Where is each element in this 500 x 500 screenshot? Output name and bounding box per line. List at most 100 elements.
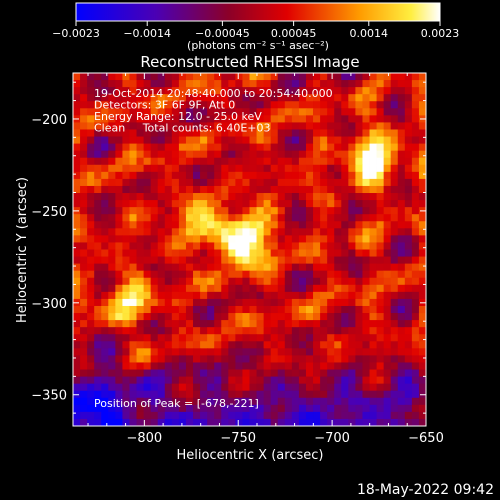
heatmap-cell (242, 249, 250, 257)
heatmap-cell (305, 277, 314, 286)
heatmap-cell (411, 200, 420, 208)
heatmap-cell (284, 214, 293, 222)
heatmap-cell (157, 334, 166, 342)
heatmap-cell (256, 376, 265, 385)
heatmap-cell (87, 305, 95, 314)
heatmap-cell (157, 383, 166, 392)
heatmap-cell (355, 242, 363, 250)
heatmap-cell (80, 298, 88, 307)
heatmap-cell (171, 320, 180, 328)
heatmap-cell (390, 73, 399, 81)
heatmap-cell (87, 164, 95, 173)
heatmap-cell (320, 305, 328, 314)
heatmap-cell (193, 249, 201, 257)
heatmap-cell (376, 150, 385, 159)
heatmap-cell (327, 129, 335, 137)
heatmap-cell (101, 228, 109, 236)
heatmap-cell (404, 94, 413, 102)
heatmap-cell (355, 122, 363, 130)
heatmap-cell (305, 94, 314, 102)
heatmap-cell (327, 221, 335, 229)
heatmap-cell (348, 214, 356, 222)
heatmap-cell (157, 178, 166, 187)
heatmap-cell (334, 157, 342, 166)
heatmap-cell (207, 164, 215, 173)
annotation-line: Detectors: 3F 6F 9F, Att 0 (94, 99, 235, 112)
heatmap-cell (313, 242, 321, 250)
heatmap-cell (143, 73, 152, 81)
heatmap-cell (369, 327, 377, 335)
heatmap-cell (101, 327, 109, 335)
heatmap-cell (235, 115, 243, 123)
heatmap-cell (284, 263, 293, 272)
heatmap-cell (305, 185, 314, 194)
heatmap-cell (376, 256, 385, 265)
heatmap-cell (94, 397, 102, 406)
heatmap-cell (193, 355, 201, 363)
heatmap-cell (270, 73, 279, 81)
heatmap-cell (334, 228, 342, 236)
heatmap-cell (108, 221, 116, 229)
heatmap-cell (214, 263, 222, 272)
heatmap-cell (178, 185, 187, 194)
heatmap-cell (157, 249, 166, 257)
heatmap-cell (334, 256, 342, 265)
heatmap-cell (313, 178, 321, 187)
heatmap-cell (411, 397, 420, 406)
heatmap-cell (355, 418, 363, 427)
heatmap-cell (164, 362, 173, 370)
heatmap-cell (313, 136, 321, 144)
heatmap-cell (355, 115, 363, 123)
heatmap-cell (101, 305, 109, 314)
heatmap-cell (256, 200, 265, 208)
heatmap-cell (327, 150, 335, 159)
heatmap-cell (418, 249, 427, 257)
heatmap-cell (313, 355, 321, 363)
heatmap-cell (80, 355, 88, 363)
heatmap-cell (270, 256, 279, 265)
heatmap-cell (270, 122, 279, 130)
heatmap-cell (221, 129, 229, 137)
heatmap-cell (313, 129, 321, 137)
heatmap-cell (327, 369, 335, 377)
heatmap-cell (411, 362, 420, 370)
heatmap-cell (334, 313, 342, 321)
heatmap-cell (115, 327, 123, 335)
heatmap-cell (341, 94, 349, 102)
heatmap-cell (143, 228, 152, 236)
heatmap-cell (122, 256, 130, 265)
heatmap-cell (320, 313, 328, 321)
heatmap-cell (157, 263, 166, 272)
heatmap-cell (171, 411, 180, 420)
heatmap-cell (411, 193, 420, 201)
heatmap-cell (298, 122, 307, 130)
heatmap-cell (193, 320, 201, 328)
heatmap-cell (334, 383, 342, 392)
heatmap-cell (143, 418, 152, 427)
heatmap-cell (348, 207, 356, 215)
heatmap-cell (277, 87, 286, 95)
heatmap-cell (277, 404, 286, 413)
heatmap-cell (284, 157, 293, 166)
heatmap-cell (122, 418, 130, 427)
heatmap-cell (390, 185, 399, 194)
heatmap-cell (94, 313, 102, 321)
heatmap-cell (122, 334, 130, 342)
heatmap-cell (129, 129, 137, 137)
heatmap-cell (397, 284, 406, 293)
heatmap-cell (178, 108, 187, 116)
heatmap-cell (129, 136, 137, 144)
heatmap-cell (228, 369, 236, 377)
heatmap-cell (249, 235, 257, 243)
heatmap-cell (150, 122, 159, 130)
heatmap-cell (305, 207, 314, 215)
heatmap-cell (214, 277, 222, 286)
heatmap-cell (341, 122, 349, 130)
heatmap-cell (305, 242, 314, 250)
heatmap-cell (256, 108, 265, 116)
heatmap-cell (320, 150, 328, 159)
heatmap-cell (369, 150, 377, 159)
heatmap-cell (305, 327, 314, 335)
heatmap-cell (87, 341, 95, 349)
